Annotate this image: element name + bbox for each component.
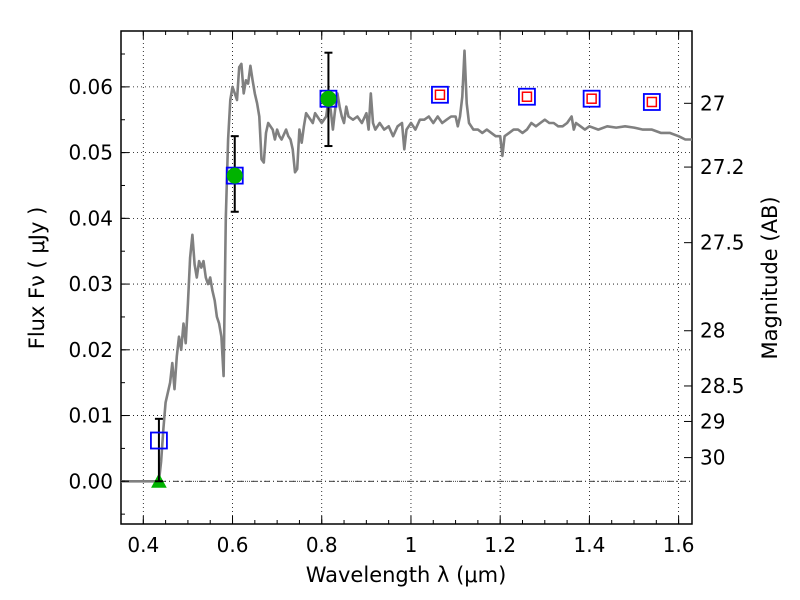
magnitude-tick-label: 28.5 (700, 374, 745, 398)
photometry-point (646, 96, 658, 108)
y-tick-label: 0.05 (68, 141, 113, 165)
photometry-point (320, 90, 337, 107)
y-tick-label: 0.06 (68, 75, 113, 99)
series-line (121, 49, 692, 483)
x-tick-label: 0.4 (127, 533, 159, 557)
plot-frame (120, 30, 693, 525)
y-tick-label: 0.03 (68, 272, 113, 296)
photometry-point (226, 167, 243, 184)
series-layer (121, 49, 692, 483)
y-axis-label: Flux Fν ( μJy ) (25, 207, 49, 350)
magnitude-tick-label: 28 (700, 319, 725, 343)
x-tick-label: 1.4 (573, 533, 605, 557)
x-tick-label: 1.6 (663, 533, 695, 557)
ticks (120, 31, 692, 524)
magnitude-tick-label: 27 (700, 91, 725, 115)
x-tick-label: 1 (405, 533, 418, 557)
tick-labels: 0.4 0.6 0.8 1 1.2 1.4 1.6 0.00 0.01 0.02 0.03 0.04 0… (68, 75, 744, 557)
photometry-layer (150, 51, 661, 488)
photometry-point (521, 91, 533, 102)
y-tick-label: 0.01 (68, 404, 113, 428)
grid (121, 31, 692, 524)
magnitude-tick-label: 27.5 (700, 231, 745, 255)
magnitude-tick-label: 30 (700, 446, 725, 470)
y-tick-label: 0.00 (68, 469, 113, 493)
photometry-point (150, 431, 168, 450)
photometry-point (434, 89, 446, 101)
y-tick-label: 0.04 (68, 206, 113, 230)
y-tick-label: 0.02 (68, 338, 113, 362)
y2-axis-label: Magnitude (AB) (758, 196, 782, 359)
x-tick-label: 0.6 (217, 533, 249, 557)
x-tick-label: 0.8 (306, 533, 338, 557)
magnitude-tick-label: 27.2 (700, 155, 745, 179)
x-axis-label: Wavelength λ (μm) (306, 563, 507, 587)
x-tick-label: 1.2 (484, 533, 516, 557)
photometry-point (586, 93, 597, 104)
magnitude-tick-label: 29 (700, 409, 725, 433)
